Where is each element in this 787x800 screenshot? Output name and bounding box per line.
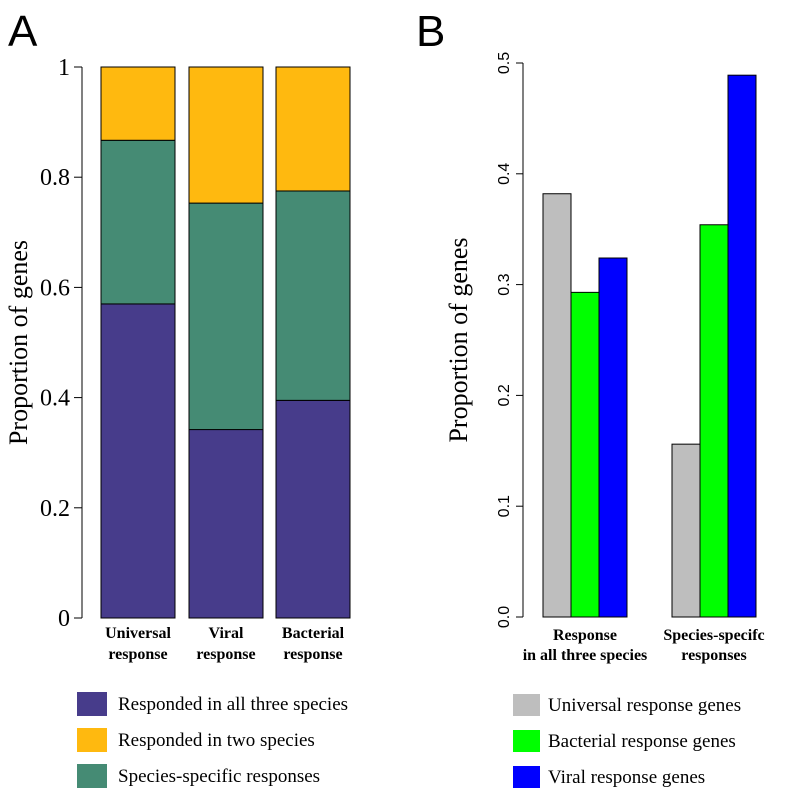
y-tick-label-b: 0.5 <box>496 52 513 74</box>
x-category-label-a: response <box>108 646 167 663</box>
legend-a: Responded in all three species Responded … <box>77 692 348 788</box>
legend-label-b: Viral response genes <box>548 767 705 788</box>
legend-swatch-a <box>77 692 107 716</box>
legend-b: Universal response genes Bacterial respon… <box>513 694 741 788</box>
legend-swatch-a <box>77 728 107 752</box>
x-category-label-a: response <box>196 646 255 663</box>
panel-a-letter: A <box>8 7 38 56</box>
bar-segment <box>188 202 264 431</box>
bar-segment <box>100 139 176 305</box>
panel-b-letter: B <box>416 7 445 56</box>
y-tick-label-b: 0.1 <box>496 495 513 517</box>
bar-segment <box>100 66 176 141</box>
bar <box>671 443 701 618</box>
legend-swatch-b <box>513 766 540 788</box>
y-tick-label-a: 0.8 <box>40 165 70 191</box>
legend-label-a: Species-specific responses <box>118 766 320 787</box>
x-category-label-b: Species-specifc <box>663 627 764 644</box>
bar-segment <box>275 190 351 401</box>
x-category-label-b: Response <box>553 627 617 644</box>
bar-segment <box>275 66 351 192</box>
y-tick-label-b: 0.3 <box>496 273 513 295</box>
bar <box>699 224 729 618</box>
stacked-bar-chart-a: 0 0.2 0.4 0.6 0.8 1 Proportion of genes Univers… <box>4 55 351 663</box>
y-tick-label-a: 1 <box>58 55 70 81</box>
bar <box>598 257 628 618</box>
y-tick-label-a: 0.6 <box>40 275 70 301</box>
legend-label-b: Universal response genes <box>548 695 741 716</box>
bar-segment <box>188 429 264 619</box>
x-category-label-a: Viral <box>209 625 245 642</box>
bar-segment <box>100 303 176 619</box>
y-tick-label-a: 0.4 <box>40 386 70 412</box>
legend-label-a: Responded in two species <box>118 730 315 751</box>
legend-label-a: Responded in all three species <box>118 694 348 715</box>
y-axis-title-b: Proportion of genes <box>444 237 473 442</box>
y-axis-title-a: Proportion of genes <box>4 240 33 445</box>
y-tick-label-a: 0.2 <box>40 496 70 522</box>
grouped-bar-chart-b: 0.0 0.1 0.2 0.3 0.4 0.5 Proportion of genes Res… <box>444 52 765 664</box>
y-tick-label-a: 0 <box>58 606 70 632</box>
y-tick-label-b: 0.2 <box>496 384 513 406</box>
x-category-label-a: response <box>283 646 342 663</box>
x-category-label-a: Bacterial <box>282 625 345 642</box>
bar <box>570 291 600 618</box>
bar-segment <box>275 399 351 619</box>
legend-swatch-a <box>77 764 107 788</box>
bar-segment <box>188 66 264 204</box>
legend-swatch-b <box>513 730 540 752</box>
legend-label-b: Bacterial response genes <box>548 731 736 752</box>
y-tick-label-b: 0.0 <box>496 606 513 628</box>
x-category-label-b: responses <box>681 647 747 664</box>
x-category-label-b: in all three species <box>523 647 648 664</box>
legend-swatch-b <box>513 694 540 716</box>
y-tick-label-b: 0.4 <box>496 163 513 185</box>
x-category-label-a: Universal <box>105 625 171 642</box>
bar <box>542 193 572 618</box>
bar <box>727 74 757 618</box>
